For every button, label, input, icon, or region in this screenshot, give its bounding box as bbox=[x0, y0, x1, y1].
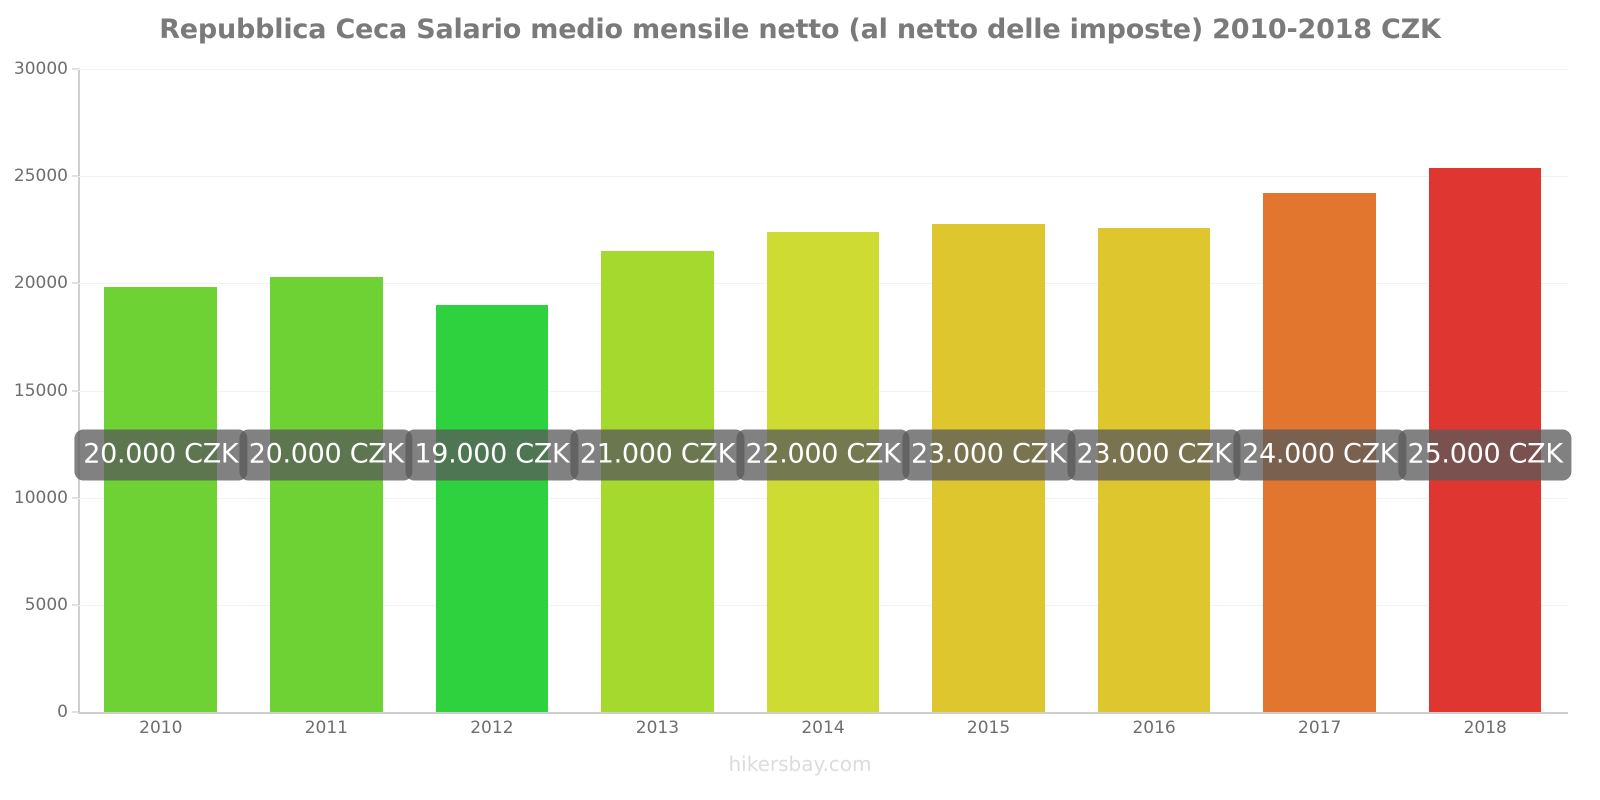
y-axis-tick-label: 0 bbox=[57, 702, 68, 722]
y-axis-tick-label: 20000 bbox=[13, 273, 68, 294]
y-axis-tick-mark bbox=[72, 68, 80, 70]
bar-2013[interactable] bbox=[601, 251, 714, 712]
plot-area bbox=[78, 69, 1568, 714]
y-axis-tick-label: 25000 bbox=[13, 166, 68, 187]
grid-line bbox=[78, 69, 1568, 70]
bar-value-label: 20.000 CZK bbox=[74, 429, 248, 481]
bar-value-label: 19.000 CZK bbox=[405, 429, 579, 481]
x-axis-tick-label: 2010 bbox=[139, 718, 183, 738]
bar-value-label: 21.000 CZK bbox=[570, 429, 744, 481]
bar-value-label: 22.000 CZK bbox=[736, 429, 910, 481]
x-axis-tick-label: 2011 bbox=[304, 718, 348, 738]
y-axis-tick-mark bbox=[72, 282, 80, 284]
grid-line bbox=[78, 176, 1568, 178]
x-axis-tick-label: 2017 bbox=[1298, 718, 1342, 738]
y-axis-tick-label: 15000 bbox=[13, 380, 68, 401]
y-axis-tick-label: 10000 bbox=[13, 487, 68, 508]
y-axis-tick-label: 5000 bbox=[24, 594, 68, 615]
y-axis-tick-mark bbox=[72, 711, 80, 713]
bar-2010[interactable] bbox=[104, 286, 218, 712]
x-axis-tick-label: 2014 bbox=[801, 718, 845, 738]
bar-2011[interactable] bbox=[270, 276, 383, 712]
watermark: hikersbay.com bbox=[728, 752, 872, 776]
grid-line bbox=[78, 712, 1568, 714]
bar-value-label: 20.000 CZK bbox=[239, 429, 413, 481]
x-axis-tick-label: 2018 bbox=[1463, 718, 1507, 738]
bar-value-label: 25.000 CZK bbox=[1398, 429, 1572, 481]
chart-title: Repubblica Ceca Salario medio mensile ne… bbox=[159, 14, 1441, 45]
y-axis-tick-mark bbox=[72, 497, 80, 499]
bar-value-label: 23.000 CZK bbox=[901, 429, 1076, 481]
x-axis-tick-label: 2012 bbox=[470, 718, 514, 738]
bar-value-label: 23.000 CZK bbox=[1067, 429, 1241, 481]
x-axis-tick-label: 2016 bbox=[1132, 718, 1176, 738]
y-axis-line bbox=[78, 69, 80, 714]
x-axis-tick-label: 2013 bbox=[635, 718, 680, 738]
bar-2012[interactable] bbox=[435, 304, 549, 712]
y-axis-tick-mark bbox=[72, 390, 80, 391]
bar-value-label: 24.000 CZK bbox=[1233, 429, 1407, 481]
y-axis-tick-mark bbox=[72, 175, 80, 177]
y-axis-tick-label: 30000 bbox=[13, 59, 68, 79]
y-axis-tick-mark bbox=[72, 604, 80, 606]
x-axis-tick-label: 2015 bbox=[966, 718, 1011, 738]
